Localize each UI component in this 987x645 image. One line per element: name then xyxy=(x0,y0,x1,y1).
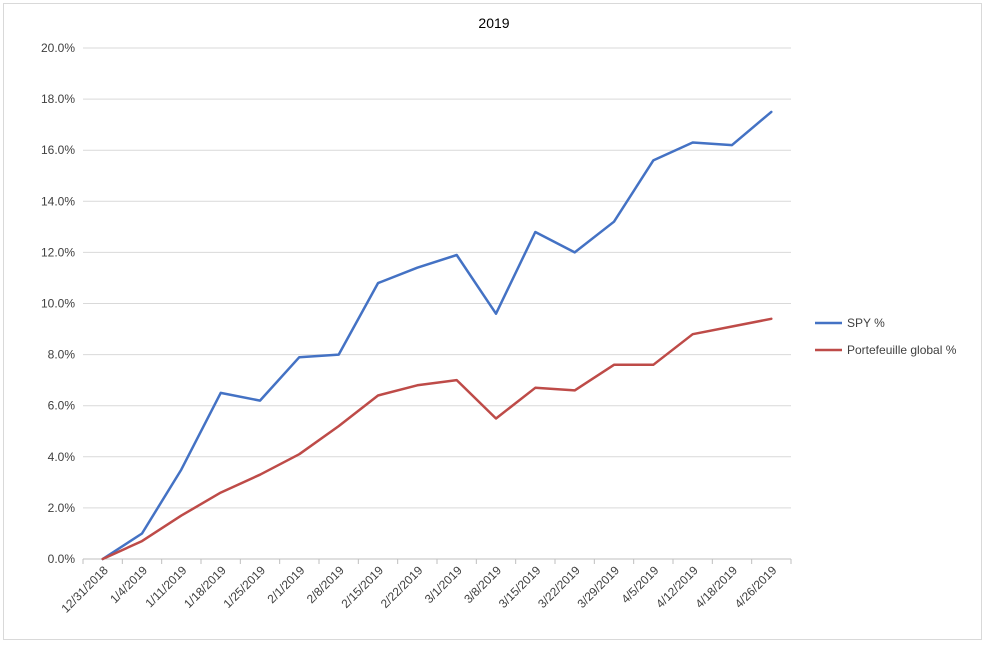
legend: SPY % Portefeuille global % xyxy=(815,316,957,357)
y-tick-label: 2.0% xyxy=(48,501,76,515)
chart-title: 2019 xyxy=(478,15,509,31)
series-lines xyxy=(101,110,773,561)
y-tick-label: 4.0% xyxy=(48,450,76,464)
series-line-spy xyxy=(101,110,773,561)
y-axis: 0.0% 2.0% 4.0% 6.0% 8.0% 10.0% 12.0% 14.0% 16.0%… xyxy=(41,41,75,566)
series-line-portefeuille xyxy=(101,317,773,561)
x-tick-label: 1/25/2019 xyxy=(220,563,268,611)
y-tick-label: 10.0% xyxy=(41,297,75,311)
x-tick-label: 2/22/2019 xyxy=(378,563,426,611)
y-tick-label: 14.0% xyxy=(41,194,75,208)
gridlines xyxy=(83,47,791,560)
x-tick-label: 3/29/2019 xyxy=(574,563,622,611)
chart-area: 2019 0.0% 2.0% 4.0% 6.0% 8.0% 10.0% 12.0% 14.0%… xyxy=(3,3,982,640)
y-tick-label: 16.0% xyxy=(41,143,75,157)
legend-label: SPY % xyxy=(847,316,885,330)
x-tick-label: 2/1/2019 xyxy=(265,563,308,606)
y-tick-label: 0.0% xyxy=(48,552,76,566)
y-tick-label: 8.0% xyxy=(48,348,76,362)
x-tick-label: 12/31/2018 xyxy=(58,563,111,616)
y-tick-label: 12.0% xyxy=(41,245,75,259)
x-tick-label: 4/26/2019 xyxy=(732,563,780,611)
y-tick-label: 18.0% xyxy=(41,92,75,106)
y-tick-label: 6.0% xyxy=(48,399,76,413)
x-axis: 12/31/20181/4/20191/11/20191/18/20191/25… xyxy=(58,559,792,616)
line-chart: 2019 0.0% 2.0% 4.0% 6.0% 8.0% 10.0% 12.0% 14.0%… xyxy=(41,15,957,616)
y-tick-label: 20.0% xyxy=(41,41,75,55)
legend-label: Portefeuille global % xyxy=(847,343,957,357)
x-tick-label: 3/1/2019 xyxy=(422,563,465,606)
